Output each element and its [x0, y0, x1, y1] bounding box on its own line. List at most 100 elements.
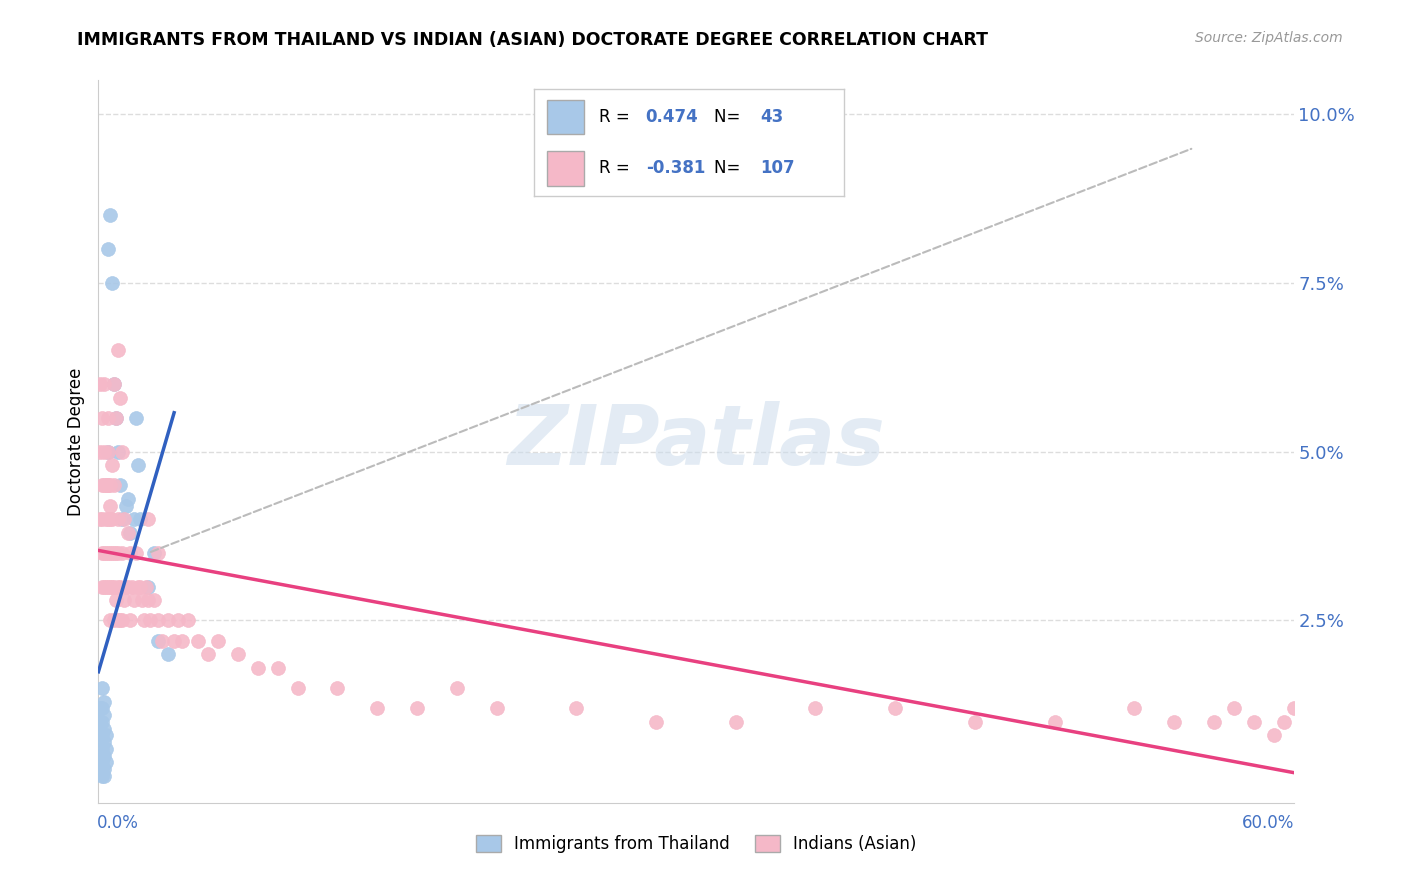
Point — [107, 580, 129, 594]
Point — [226, 647, 249, 661]
Point — [111, 546, 134, 560]
Point — [1243, 714, 1265, 729]
Point — [107, 614, 129, 628]
Bar — [547, 152, 583, 186]
Point — [93, 546, 115, 560]
Point — [93, 762, 115, 776]
Point — [91, 580, 114, 594]
Point — [124, 512, 146, 526]
Point — [565, 701, 588, 715]
Text: N=: N= — [714, 160, 745, 178]
Point — [98, 208, 122, 222]
Text: -0.381: -0.381 — [645, 160, 704, 178]
Point — [98, 614, 122, 628]
Point — [96, 512, 118, 526]
Point — [93, 377, 115, 392]
Y-axis label: Doctorate Degree: Doctorate Degree — [66, 368, 84, 516]
Point — [103, 614, 125, 628]
Point — [111, 512, 134, 526]
Point — [103, 377, 125, 392]
Point — [105, 411, 128, 425]
Point — [91, 762, 114, 776]
Point — [98, 499, 122, 513]
Point — [105, 411, 128, 425]
Point — [93, 735, 115, 749]
Point — [97, 512, 120, 526]
Point — [101, 580, 124, 594]
Point — [485, 701, 508, 715]
Point — [129, 580, 152, 594]
Point — [105, 593, 128, 607]
Point — [139, 614, 162, 628]
Point — [93, 708, 115, 723]
Point — [96, 756, 118, 770]
Point — [91, 681, 114, 695]
Point — [103, 478, 125, 492]
Point — [91, 728, 114, 742]
Point — [115, 580, 138, 594]
Point — [112, 512, 135, 526]
Point — [111, 444, 134, 458]
Text: N=: N= — [714, 108, 745, 126]
Point — [406, 701, 429, 715]
Point — [96, 741, 118, 756]
Point — [107, 512, 129, 526]
Point — [1282, 701, 1305, 715]
Text: R =: R = — [599, 108, 636, 126]
Point — [267, 661, 290, 675]
Point — [127, 580, 149, 594]
Point — [127, 458, 149, 472]
Point — [98, 478, 122, 492]
Point — [125, 411, 148, 425]
Point — [96, 546, 118, 560]
Point — [110, 614, 132, 628]
Point — [101, 512, 124, 526]
Point — [91, 512, 114, 526]
Point — [197, 647, 219, 661]
Point — [96, 728, 118, 742]
Point — [177, 614, 200, 628]
Point — [117, 525, 139, 540]
Point — [163, 633, 186, 648]
Bar — [547, 100, 583, 134]
Point — [89, 748, 111, 763]
Point — [167, 614, 190, 628]
Point — [103, 377, 125, 392]
Point — [645, 714, 668, 729]
Point — [157, 647, 180, 661]
Point — [97, 478, 120, 492]
Point — [97, 411, 120, 425]
Point — [96, 580, 118, 594]
Point — [143, 593, 166, 607]
Point — [148, 546, 170, 560]
Point — [107, 343, 129, 358]
Point — [117, 580, 139, 594]
Point — [246, 661, 269, 675]
Point — [207, 633, 229, 648]
Point — [107, 444, 129, 458]
Point — [98, 546, 122, 560]
Point — [91, 546, 114, 560]
Point — [1123, 701, 1146, 715]
Point — [157, 614, 180, 628]
Point — [107, 546, 129, 560]
Point — [124, 593, 146, 607]
Point — [148, 633, 170, 648]
Point — [963, 714, 986, 729]
Point — [804, 701, 827, 715]
Point — [366, 701, 388, 715]
Point — [120, 525, 142, 540]
Point — [89, 377, 111, 392]
Point — [93, 694, 115, 708]
Point — [884, 701, 907, 715]
Point — [91, 756, 114, 770]
Point — [120, 614, 142, 628]
Point — [1163, 714, 1185, 729]
Text: 107: 107 — [761, 160, 794, 178]
Point — [101, 546, 124, 560]
Point — [1263, 728, 1285, 742]
Point — [129, 512, 152, 526]
Point — [91, 748, 114, 763]
Point — [89, 728, 111, 742]
Point — [89, 701, 111, 715]
